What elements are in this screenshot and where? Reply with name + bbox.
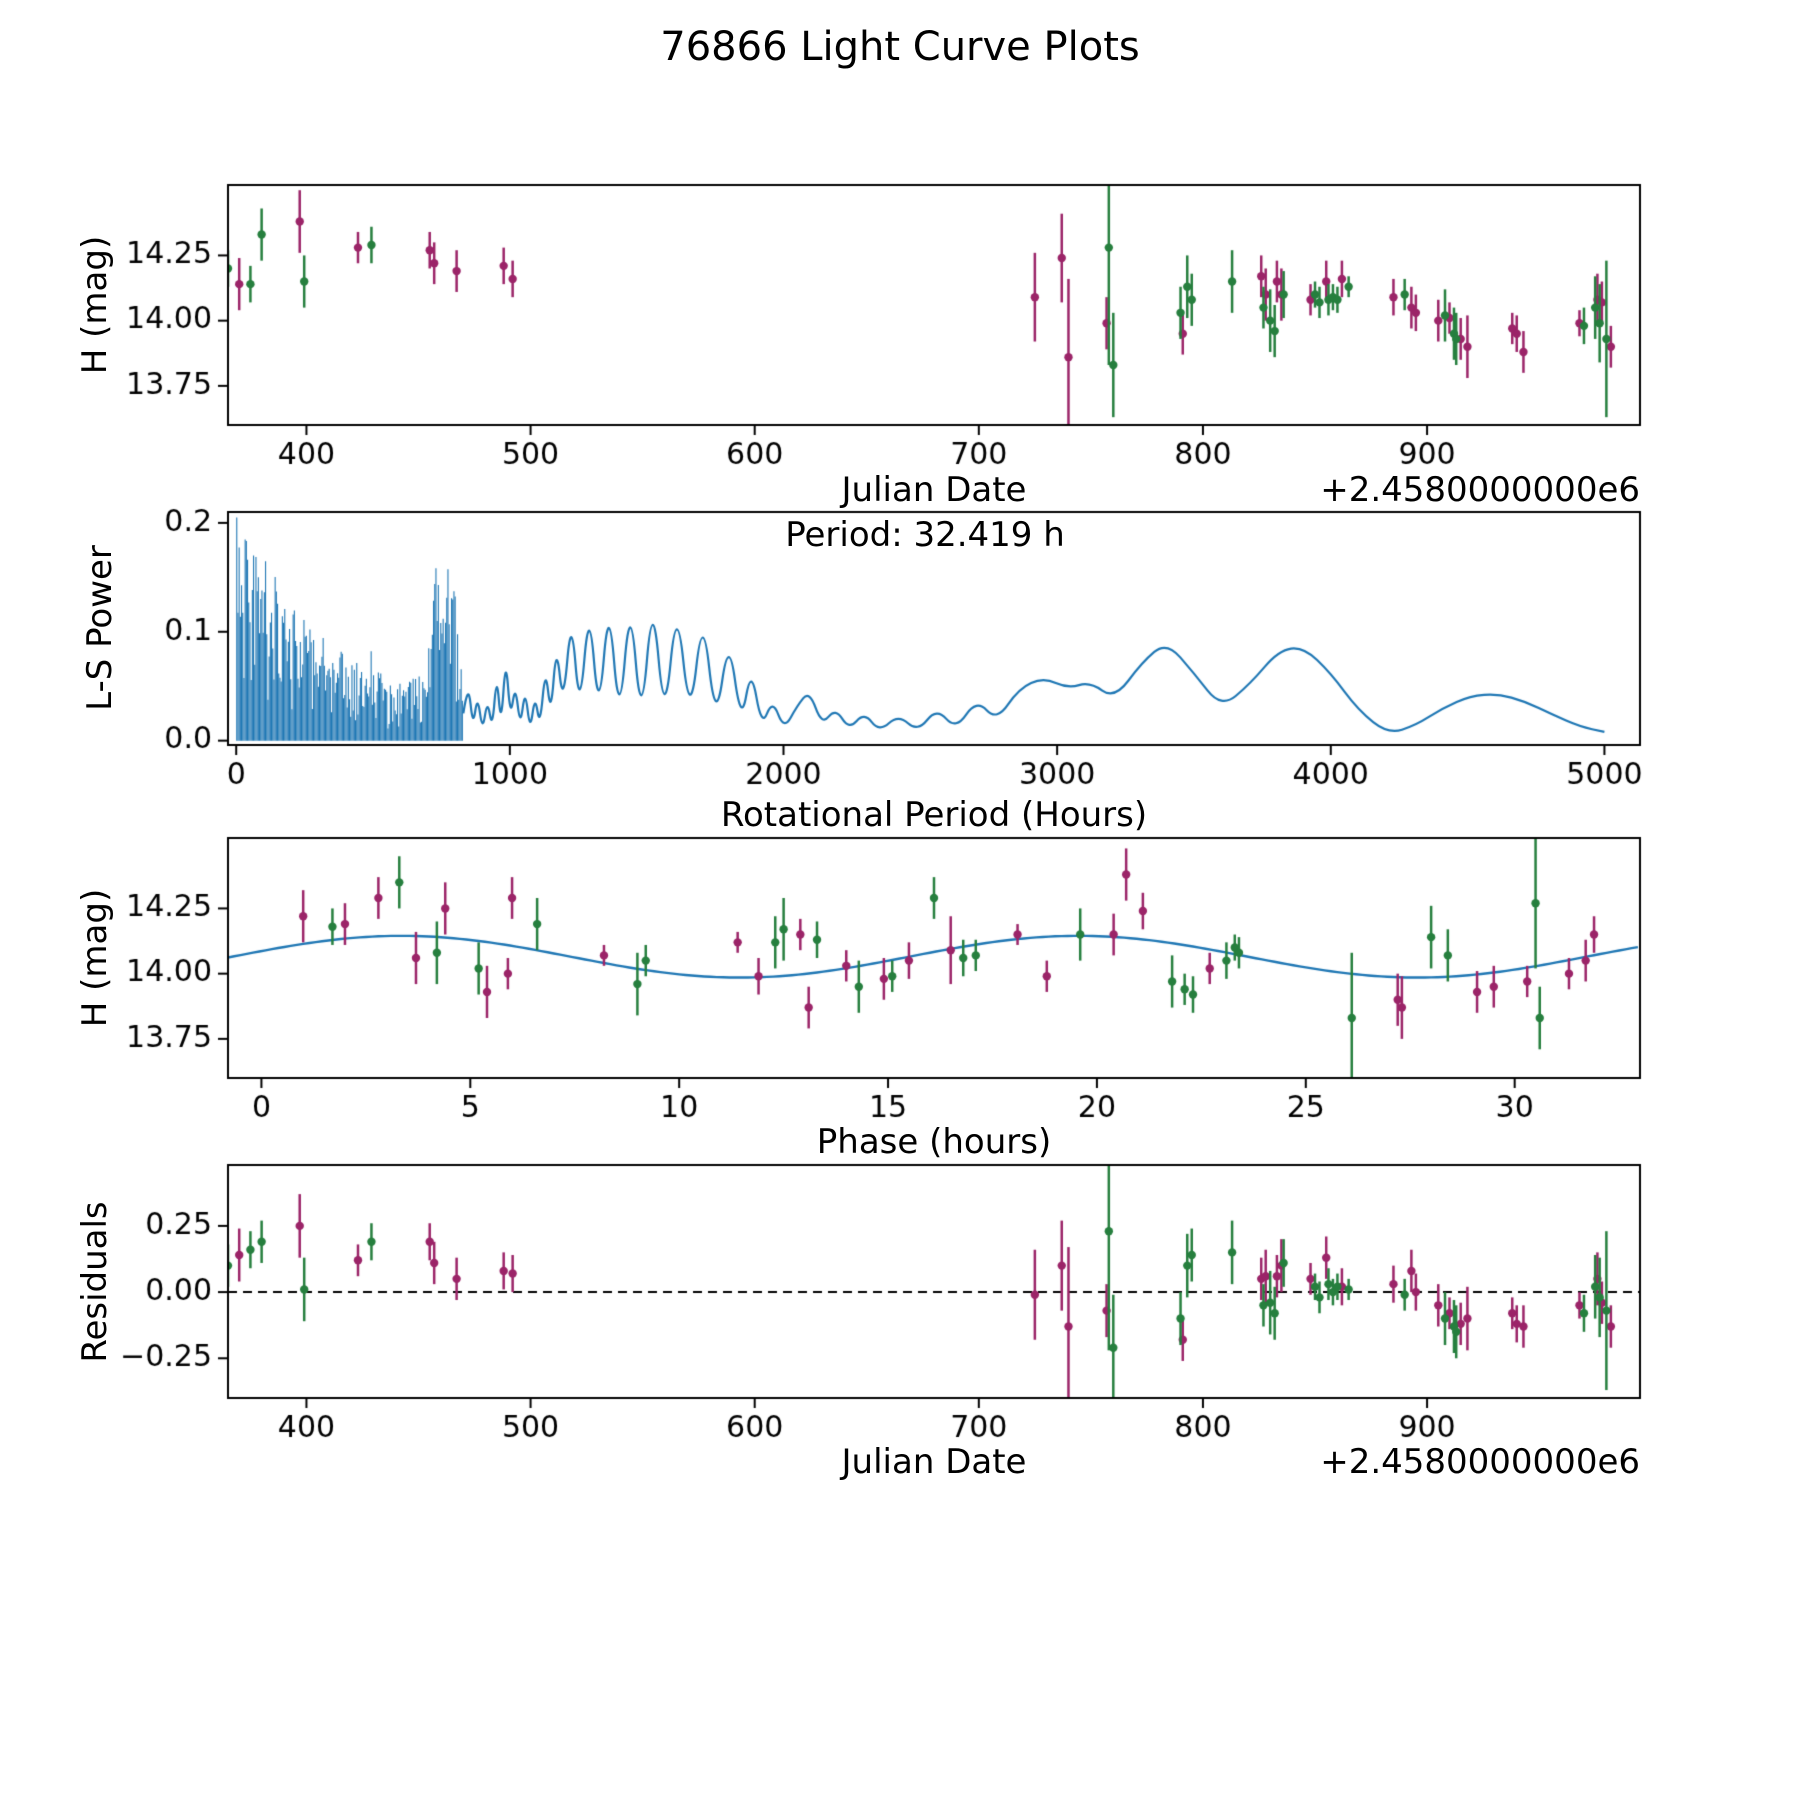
p2-xlabel: Rotational Period (Hours) xyxy=(720,795,1148,835)
light-curve-panel xyxy=(228,185,1640,425)
p1-axis-offset: +2.4580000000e6 xyxy=(1320,470,1640,510)
phase-folded-panel xyxy=(228,838,1640,1078)
p4-ylabel: Residuals xyxy=(75,1201,115,1363)
p2-ylabel: L-S Power xyxy=(80,545,120,711)
p3-ylabel: H (mag) xyxy=(75,888,115,1028)
p4-xlabel: Julian Date xyxy=(841,1442,1027,1482)
p1-xlabel: Julian Date xyxy=(841,470,1027,510)
periodogram-panel xyxy=(228,512,1640,745)
p3-xlabel: Phase (hours) xyxy=(816,1122,1052,1162)
figure-title: 76866 Light Curve Plots xyxy=(660,24,1140,70)
p4-axis-offset: +2.4580000000e6 xyxy=(1320,1442,1640,1482)
residuals-panel xyxy=(228,1165,1640,1398)
p1-ylabel: H (mag) xyxy=(75,235,115,375)
period-annotation: Period: 32.419 h xyxy=(785,515,1065,555)
